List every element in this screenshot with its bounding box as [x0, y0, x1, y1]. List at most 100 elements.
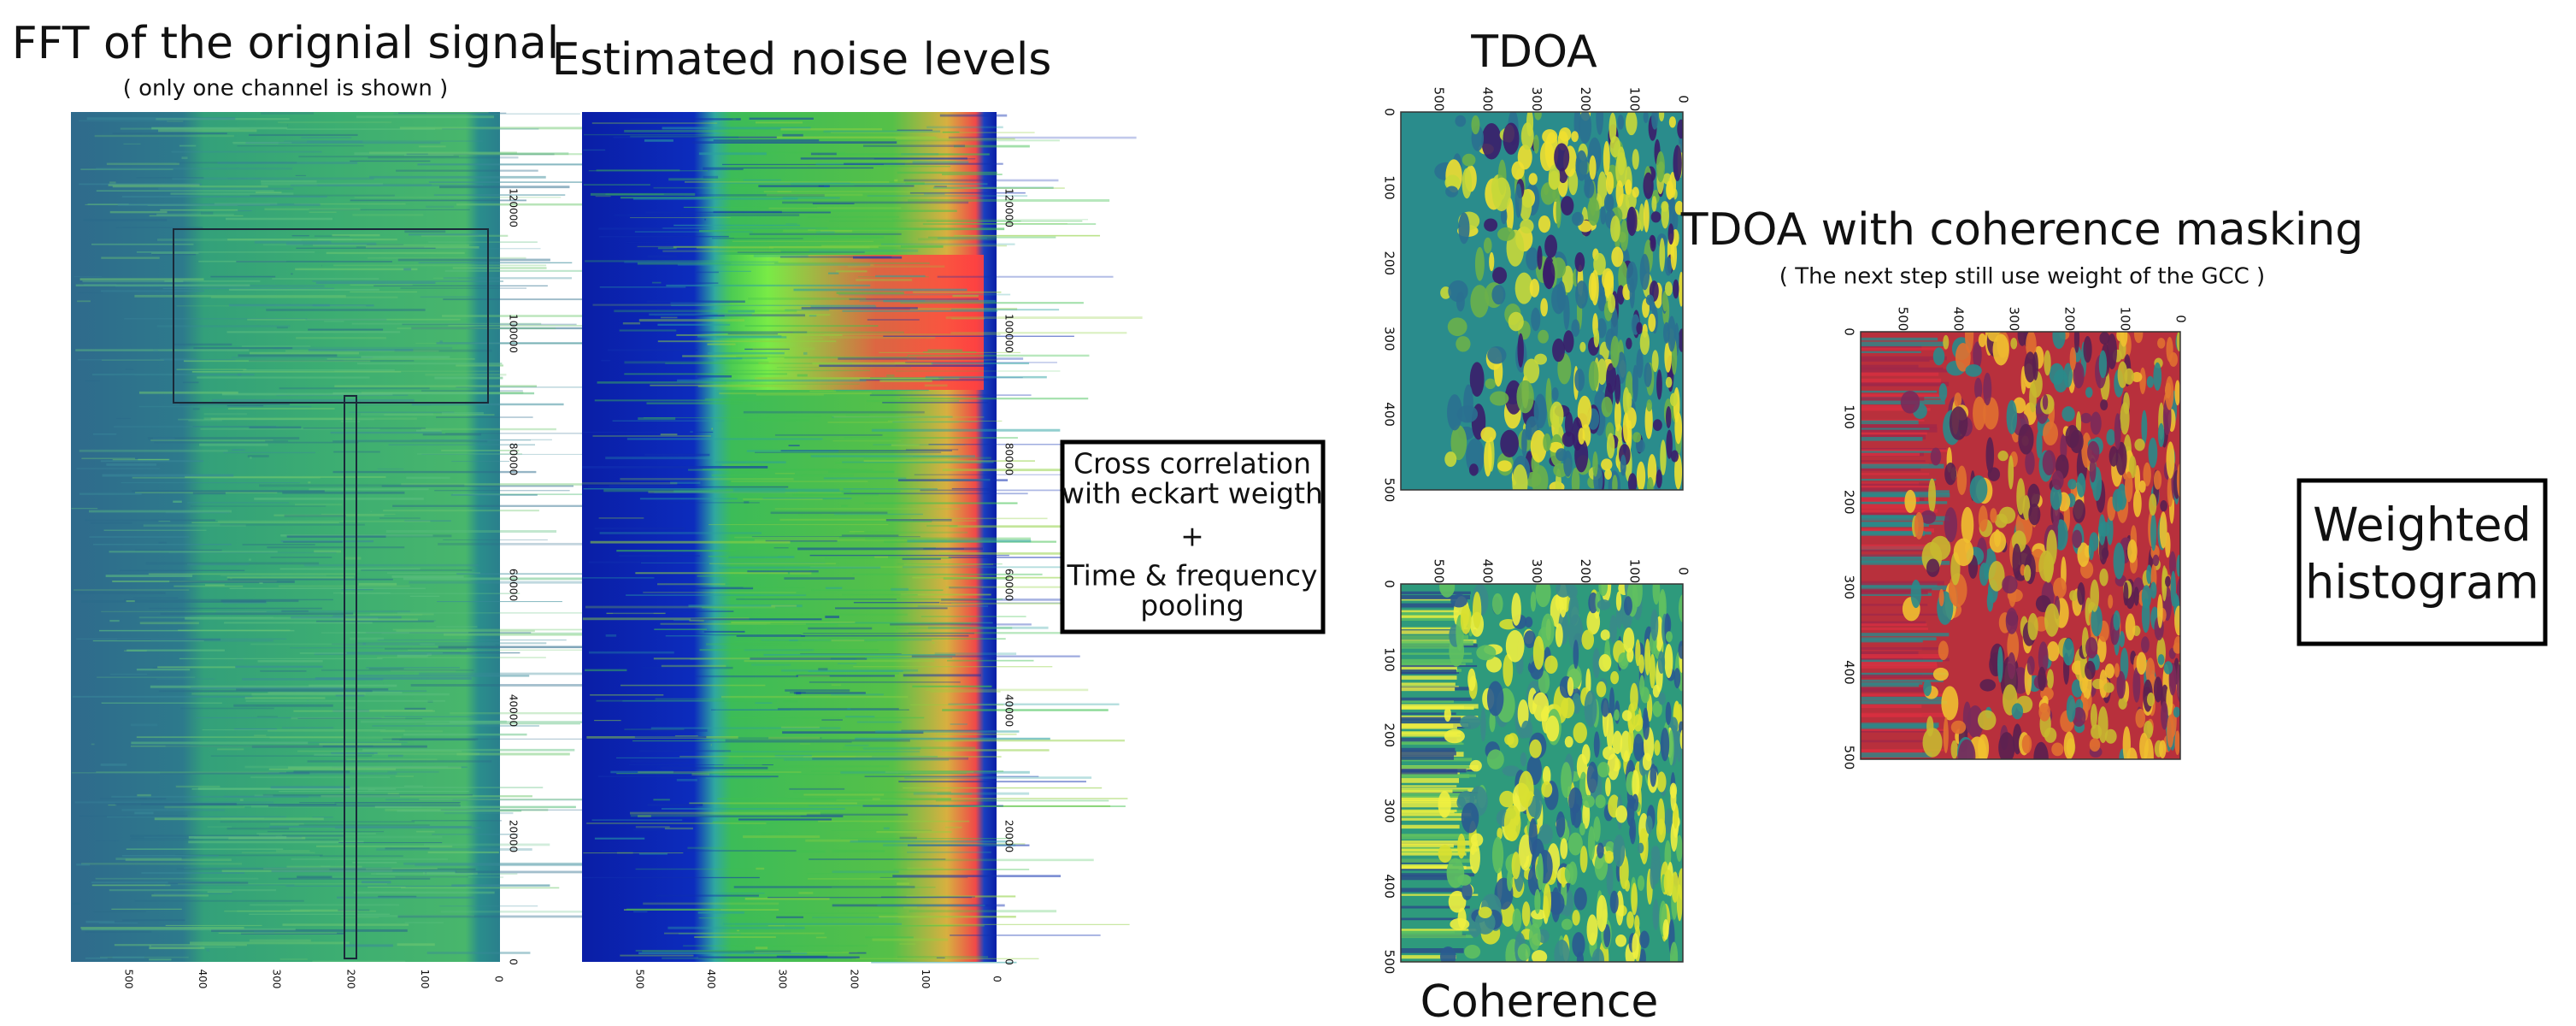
- texture: [1579, 112, 1592, 144]
- texture: [1861, 356, 1947, 361]
- texture: [789, 640, 798, 642]
- texture: [1620, 219, 1629, 251]
- texture: [668, 178, 739, 181]
- texture: [751, 536, 920, 538]
- texture: [1571, 319, 1580, 337]
- texture: [781, 726, 820, 728]
- texture: [1861, 740, 1926, 743]
- texture: [270, 823, 304, 825]
- texture: [1401, 769, 1467, 773]
- texture: [1610, 671, 1620, 685]
- tick-label: 80000: [508, 443, 520, 475]
- texture: [2174, 380, 2180, 406]
- texture: [298, 156, 459, 158]
- texture: [1476, 645, 1497, 661]
- texture: [834, 462, 982, 464]
- texture: [2153, 676, 2163, 703]
- texture: [143, 524, 246, 528]
- texture: [1605, 840, 1615, 853]
- texture: [1504, 734, 1514, 746]
- texture: [291, 716, 406, 720]
- texture: [2062, 638, 2074, 666]
- texture: [809, 681, 961, 683]
- texture: [265, 439, 289, 442]
- texture: [1554, 143, 1570, 172]
- texture: [1549, 892, 1565, 916]
- texture: [1639, 948, 1646, 962]
- texture: [1633, 714, 1644, 732]
- texture: [596, 699, 777, 702]
- texture: [1401, 765, 1470, 769]
- texture: [1979, 679, 1997, 692]
- texture: [934, 186, 947, 188]
- texture: [721, 464, 750, 466]
- texture: [638, 952, 808, 955]
- texture: [2108, 594, 2114, 609]
- texture: [1571, 131, 1579, 143]
- texture: [1861, 390, 1938, 393]
- texture: [1673, 279, 1679, 299]
- texture: [755, 121, 803, 124]
- tick-label: 500: [1382, 478, 1397, 503]
- texture: [843, 746, 976, 750]
- texture: [650, 384, 793, 386]
- texture: [270, 786, 350, 789]
- texture: [1457, 907, 1467, 929]
- texture: [284, 514, 346, 517]
- texture: [1666, 180, 1674, 200]
- texture: [844, 162, 1003, 165]
- texture: [422, 872, 478, 875]
- texture: [643, 592, 797, 593]
- texture: [1561, 431, 1575, 447]
- texture: [664, 827, 693, 830]
- texture: [227, 578, 393, 581]
- texture: [907, 867, 944, 870]
- texture: [320, 865, 331, 867]
- texture: [899, 943, 916, 945]
- texture: [91, 882, 240, 883]
- texture: [2025, 450, 2035, 475]
- texture: [937, 798, 1128, 799]
- texture: [2146, 692, 2155, 707]
- tick-label: 100: [1382, 175, 1397, 200]
- texture: [662, 227, 828, 229]
- texture: [1632, 149, 1639, 170]
- texture: [774, 473, 796, 475]
- tick-label: 100: [920, 970, 932, 989]
- tick-label: 100: [1842, 404, 1857, 429]
- texture: [925, 187, 1065, 189]
- texture: [1531, 465, 1549, 490]
- texture: [232, 141, 279, 144]
- texture: [733, 886, 915, 888]
- texture: [1861, 427, 1938, 433]
- texture: [815, 936, 827, 939]
- texture: [278, 121, 392, 124]
- texture: [780, 127, 883, 131]
- texture: [1550, 401, 1564, 429]
- texture: [691, 314, 806, 317]
- texture: [869, 394, 1032, 397]
- texture: [1508, 311, 1524, 332]
- texture: [315, 845, 453, 847]
- texture: [1938, 588, 1944, 607]
- texture: [1471, 115, 1480, 135]
- texture: [251, 745, 427, 748]
- texture: [378, 895, 417, 898]
- texture: [109, 889, 277, 892]
- texture: [643, 902, 779, 905]
- texture: [109, 619, 120, 622]
- texture: [932, 642, 935, 644]
- texture: [1460, 604, 1472, 634]
- texture: [819, 364, 995, 367]
- texture: [583, 487, 785, 490]
- texture: [630, 814, 801, 817]
- texture: [2157, 593, 2163, 628]
- texture: [1582, 794, 1595, 808]
- texture: [1861, 728, 1947, 731]
- texture: [403, 733, 527, 736]
- texture: [714, 765, 890, 768]
- texture: [1625, 179, 1632, 195]
- texture: [217, 162, 358, 164]
- texture: [312, 304, 374, 307]
- texture: [79, 183, 202, 186]
